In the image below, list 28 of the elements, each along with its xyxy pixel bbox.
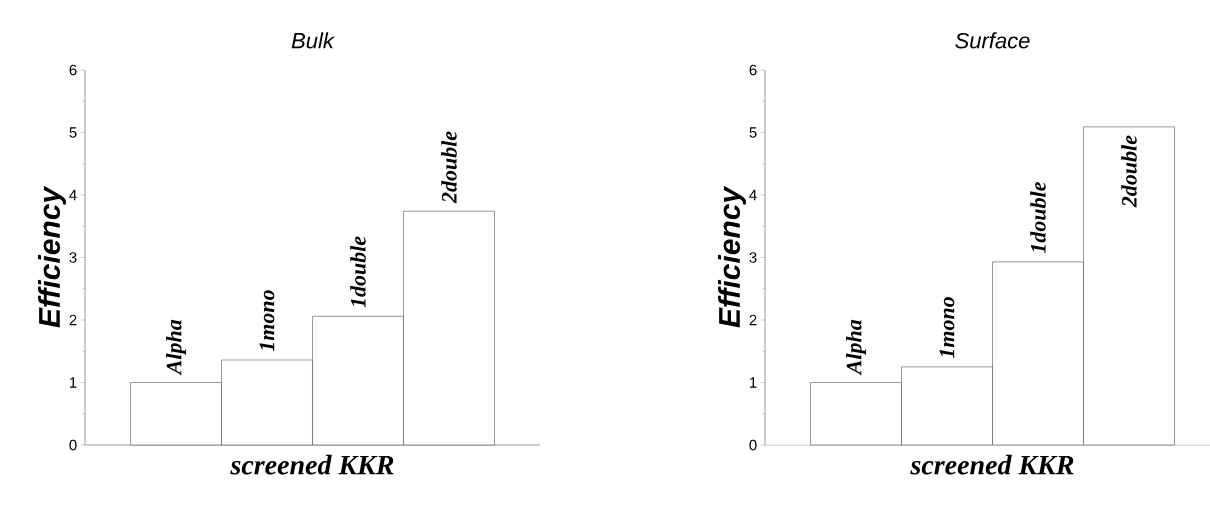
y-tick-label: 0 bbox=[69, 439, 77, 451]
y-tick-label: 0 bbox=[749, 439, 757, 451]
y-tick-label: 6 bbox=[69, 64, 77, 76]
x-tick-label: 2double bbox=[1121, 135, 1137, 208]
y-tick-label: 4 bbox=[749, 189, 757, 201]
y-tick-label: 5 bbox=[69, 127, 77, 138]
x-tick-label: 1mono bbox=[939, 297, 955, 359]
x-tick-label: 1mono bbox=[259, 290, 275, 352]
y-tick-label: 2 bbox=[69, 314, 77, 326]
y-tick-label: 3 bbox=[69, 252, 77, 263]
y-tick-label: 5 bbox=[749, 127, 757, 138]
x-tick-label: 2double bbox=[441, 131, 457, 204]
y-tick-label: 2 bbox=[749, 314, 757, 326]
chart-title: Bulk bbox=[291, 32, 335, 49]
x-tick-label: 1double bbox=[350, 236, 366, 308]
x-axis-title: screened KKR bbox=[230, 454, 394, 475]
y-tick-label: 4 bbox=[69, 189, 77, 201]
y-axis-title: Efficiency bbox=[38, 185, 66, 328]
y-tick-label: 6 bbox=[749, 64, 757, 76]
x-tick-label: 1double bbox=[1030, 182, 1046, 254]
y-tick-label: 1 bbox=[70, 377, 77, 388]
x-axis-title: screened KKR bbox=[910, 454, 1074, 475]
x-tick-label: Alpha bbox=[846, 319, 866, 376]
y-tick-label: 3 bbox=[749, 252, 757, 263]
x-tick-label: Alpha bbox=[166, 319, 186, 376]
chart-title: Surface bbox=[955, 32, 1030, 49]
y-axis-title: Efficiency bbox=[718, 185, 746, 328]
y-tick-label: 1 bbox=[750, 377, 757, 388]
